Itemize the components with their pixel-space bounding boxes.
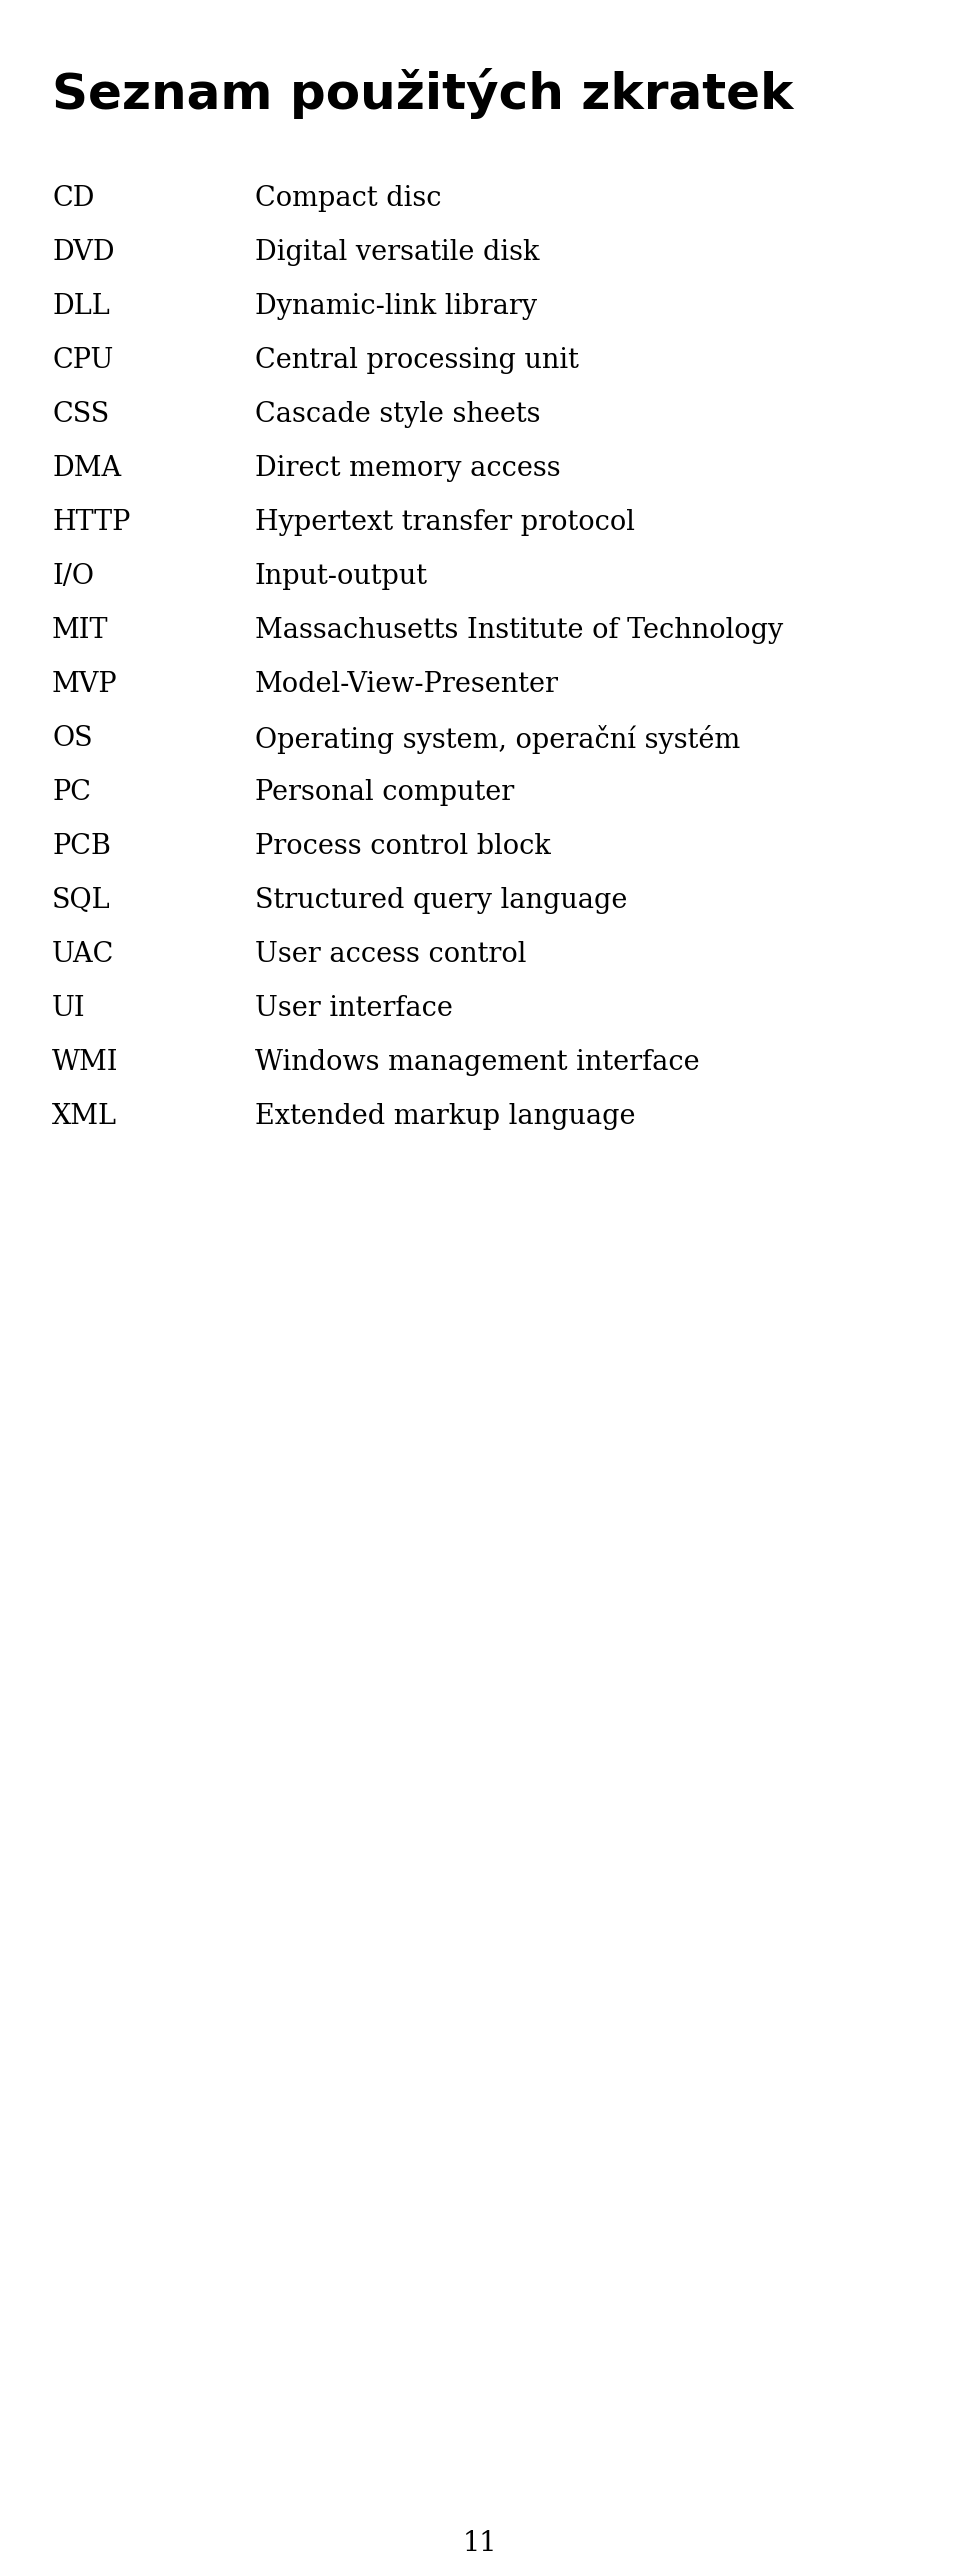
Text: User interface: User interface <box>255 995 453 1021</box>
Text: MIT: MIT <box>52 618 108 644</box>
Text: PC: PC <box>52 780 91 805</box>
Text: CSS: CSS <box>52 400 109 428</box>
Text: PCB: PCB <box>52 834 110 859</box>
Text: Structured query language: Structured query language <box>255 887 628 913</box>
Text: UAC: UAC <box>52 941 114 967</box>
Text: Hypertext transfer protocol: Hypertext transfer protocol <box>255 508 635 536</box>
Text: Personal computer: Personal computer <box>255 780 515 805</box>
Text: Cascade style sheets: Cascade style sheets <box>255 400 540 428</box>
Text: Input-output: Input-output <box>255 562 428 590</box>
Text: CD: CD <box>52 185 94 213</box>
Text: XML: XML <box>52 1103 117 1131</box>
Text: Operating system, operační systém: Operating system, operační systém <box>255 726 740 754</box>
Text: DVD: DVD <box>52 239 114 267</box>
Text: Digital versatile disk: Digital versatile disk <box>255 239 540 267</box>
Text: Model-View-Presenter: Model-View-Presenter <box>255 672 559 698</box>
Text: UI: UI <box>52 995 85 1021</box>
Text: User access control: User access control <box>255 941 526 967</box>
Text: Central processing unit: Central processing unit <box>255 346 579 374</box>
Text: Windows management interface: Windows management interface <box>255 1049 700 1075</box>
Text: Dynamic-link library: Dynamic-link library <box>255 292 538 321</box>
Text: CPU: CPU <box>52 346 113 374</box>
Text: DMA: DMA <box>52 454 121 482</box>
Text: Compact disc: Compact disc <box>255 185 442 213</box>
Text: Direct memory access: Direct memory access <box>255 454 561 482</box>
Text: 11: 11 <box>463 2529 497 2557</box>
Text: Massachusetts Institute of Technology: Massachusetts Institute of Technology <box>255 618 783 644</box>
Text: Seznam použitých zkratek: Seznam použitých zkratek <box>52 69 793 118</box>
Text: MVP: MVP <box>52 672 118 698</box>
Text: I/O: I/O <box>52 562 94 590</box>
Text: HTTP: HTTP <box>52 508 131 536</box>
Text: Process control block: Process control block <box>255 834 551 859</box>
Text: DLL: DLL <box>52 292 109 321</box>
Text: WMI: WMI <box>52 1049 118 1075</box>
Text: OS: OS <box>52 726 92 752</box>
Text: SQL: SQL <box>52 887 110 913</box>
Text: Extended markup language: Extended markup language <box>255 1103 636 1131</box>
